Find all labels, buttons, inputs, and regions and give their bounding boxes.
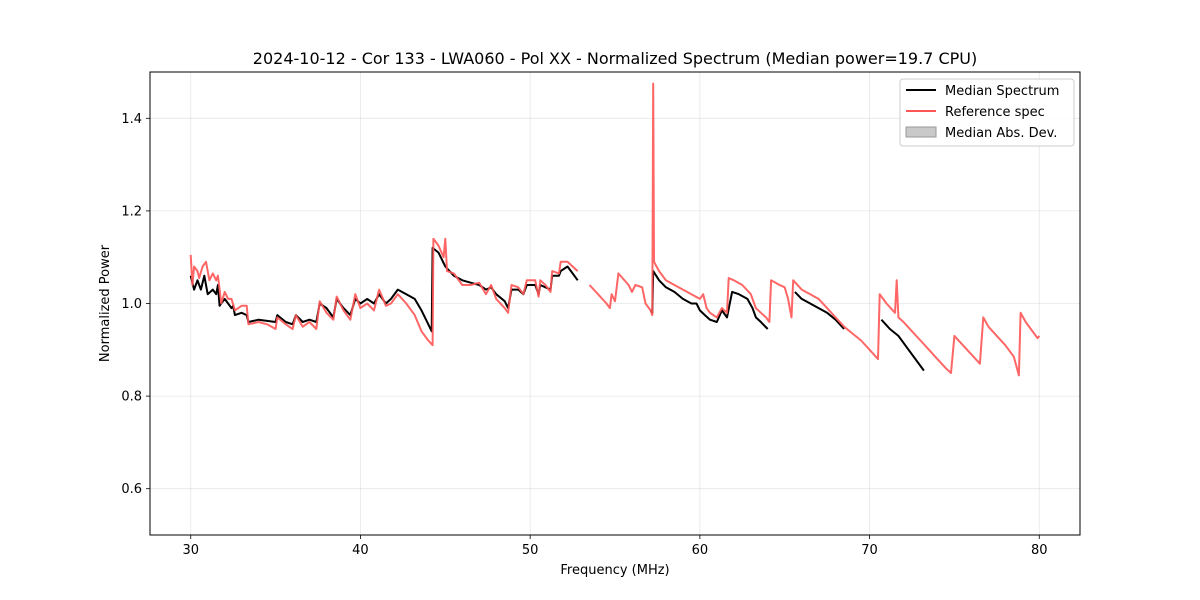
x-tick-label: 30 — [182, 543, 199, 558]
y-tick-label: 1.0 — [121, 297, 142, 312]
x-tick-label: 50 — [522, 543, 539, 558]
y-tick-label: 1.2 — [121, 204, 142, 219]
chart-title: 2024-10-12 - Cor 133 - LWA060 - Pol XX -… — [253, 49, 977, 68]
y-axis-label: Normalized Power — [98, 244, 113, 362]
reference-spectrum-line — [588, 82, 1041, 377]
legend-box — [899, 78, 1075, 147]
x-tick-label: 80 — [1031, 543, 1048, 558]
y-axis: 0.6 0.8 1.0 1.2 1.4 — [121, 112, 150, 497]
median-spectrum-line — [794, 291, 845, 330]
legend-mad-swatch — [905, 126, 937, 138]
median-spectrum-line — [880, 319, 925, 372]
series-layer — [189, 82, 1041, 377]
x-axis: 30 40 50 60 70 80 — [182, 535, 1048, 558]
legend-median-label: Median Spectrum — [945, 84, 1059, 99]
y-tick-label: 0.6 — [121, 482, 142, 497]
legend: Median Spectrum Reference spec Median Ab… — [899, 78, 1075, 147]
x-tick-label: 60 — [692, 543, 709, 558]
y-tick-label: 0.8 — [121, 390, 142, 405]
x-axis-label: Frequency (MHz) — [560, 563, 669, 578]
legend-reference-label: Reference spec — [945, 105, 1045, 120]
legend-mad-label: Median Abs. Dev. — [945, 126, 1057, 141]
x-tick-label: 70 — [861, 543, 878, 558]
reference-spectrum-line — [189, 237, 579, 347]
y-tick-label: 1.4 — [121, 112, 142, 127]
x-tick-label: 40 — [352, 543, 369, 558]
median-spectrum-line — [649, 270, 769, 330]
